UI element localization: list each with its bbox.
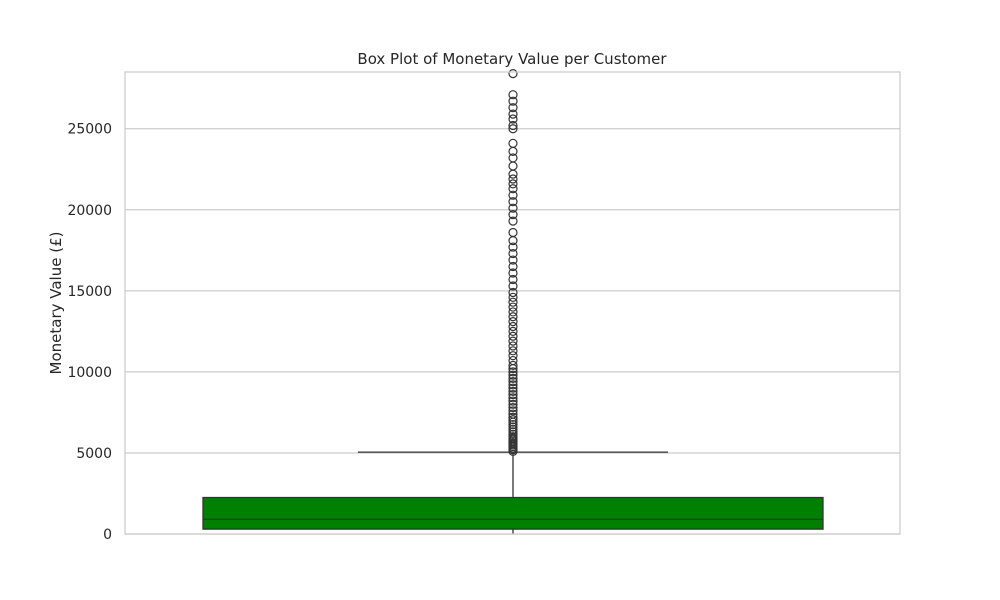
outlier-point: [508, 377, 518, 387]
outlier-point: [508, 429, 518, 439]
outlier-point: [508, 341, 518, 351]
outlier-point: [508, 124, 518, 134]
outlier-point: [508, 190, 518, 200]
outlier-point: [508, 406, 518, 416]
y-tick-label: 15000: [67, 284, 112, 300]
outlier-point: [508, 96, 518, 106]
outlier-point: [508, 389, 518, 400]
y-tick-labels: 0 5000 10000 15000 20000 25000: [67, 122, 112, 543]
outlier-point: [508, 174, 518, 184]
y-tick-label: 20000: [67, 203, 112, 219]
outlier-point: [508, 242, 518, 252]
outlier-point: [508, 373, 518, 383]
outlier-point: [508, 281, 518, 291]
box-iqr: [202, 496, 824, 530]
outlier-point: [508, 331, 518, 341]
outlier-point: [508, 103, 518, 113]
outlier-point: [508, 393, 518, 403]
outlier-point: [508, 396, 518, 406]
outlier-point: [508, 346, 518, 356]
outlier-point: [508, 355, 518, 366]
outlier-point: [508, 432, 518, 442]
outlier-point: [508, 90, 518, 100]
y-tick-label: 10000: [67, 365, 112, 381]
outlier-point: [508, 227, 518, 238]
y-axis-label: Monetary Value (£): [47, 232, 65, 375]
outlier-point: [508, 336, 518, 346]
outlier-point: [508, 274, 518, 285]
outlier-point: [508, 422, 518, 432]
outlier-point: [508, 197, 518, 207]
outlier-point: [508, 360, 518, 371]
outlier-point: [508, 216, 518, 226]
box-plot: [202, 451, 824, 534]
outlier-point: [508, 179, 518, 189]
outlier-point: [508, 307, 518, 317]
outlier-point: [508, 351, 518, 361]
outlier-point: [508, 380, 518, 390]
outlier-point: [508, 184, 518, 194]
outlier-point: [508, 153, 518, 163]
outlier-point: [508, 255, 518, 265]
outlier-point: [508, 248, 518, 259]
outlier-point: [508, 419, 518, 430]
outlier-point: [508, 69, 518, 79]
outlier-point: [508, 383, 518, 393]
outlier-points: [508, 69, 518, 456]
outlier-point: [508, 370, 518, 380]
y-tick-label: 5000: [76, 446, 112, 462]
chart-title: Box Plot of Monetary Value per Customer: [357, 50, 667, 68]
outlier-point: [508, 268, 518, 278]
outlier-point: [508, 415, 518, 425]
outlier-point: [508, 297, 518, 307]
outlier-point: [508, 109, 518, 119]
outlier-point: [508, 261, 518, 272]
outlier-point: [508, 169, 518, 179]
outlier-point: [508, 412, 518, 422]
outlier-point: [508, 210, 518, 220]
outlier-point: [508, 317, 518, 327]
outlier-point: [508, 120, 518, 131]
outlier-point: [508, 367, 518, 377]
outlier-point: [508, 114, 518, 124]
outlier-point: [508, 302, 518, 312]
outlier-point: [508, 321, 518, 332]
plot-frame: [124, 71, 901, 535]
outlier-point: [508, 399, 518, 409]
outlier-point: [508, 287, 518, 298]
outlier-point: [508, 386, 518, 396]
outlier-point: [508, 138, 518, 148]
outlier-point: [508, 161, 518, 171]
outlier-point: [508, 409, 518, 419]
outlier-point: [508, 424, 518, 435]
outlier-point: [508, 427, 518, 437]
y-tick-label: 0: [103, 527, 112, 543]
outlier-point: [508, 292, 518, 302]
outlier-point: [508, 402, 518, 413]
outlier-point: [508, 326, 518, 336]
outlier-point: [508, 203, 518, 213]
y-tick-label: 25000: [67, 122, 112, 138]
outlier-point: [508, 312, 518, 322]
